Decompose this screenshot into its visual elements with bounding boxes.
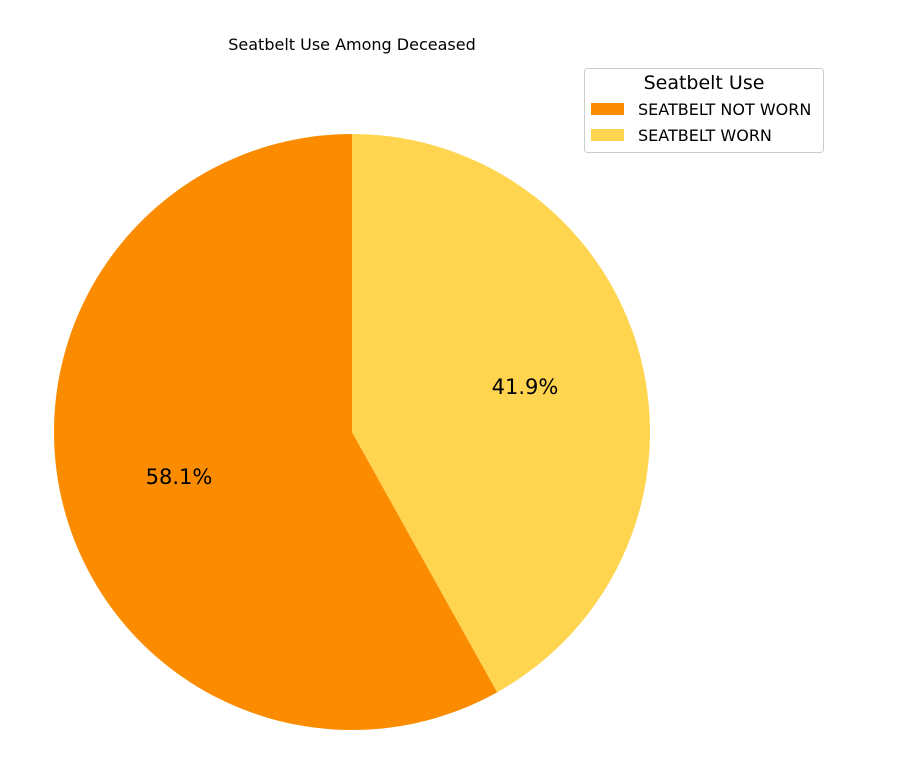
- legend: Seatbelt Use SEATBELT NOT WORN SEATBELT W…: [584, 68, 824, 153]
- legend-item: SEATBELT WORN: [591, 126, 772, 145]
- legend-frame: [584, 68, 824, 153]
- pie-slices: [53, 134, 650, 731]
- chart-title: Seatbelt Use Among Deceased: [228, 35, 476, 54]
- pie-slice-seatbelt-worn: [352, 134, 650, 693]
- slice-percent-label: 41.9%: [492, 375, 559, 399]
- legend-label: SEATBELT NOT WORN: [638, 100, 811, 119]
- slice-percent-label: 58.1%: [146, 465, 213, 489]
- legend-title: Seatbelt Use: [644, 72, 765, 94]
- pie-slice-labels: 58.1% 41.9%: [146, 375, 559, 489]
- pie-slice-seatbelt-not-worn: [53, 134, 498, 731]
- legend-items: SEATBELT NOT WORN SEATBELT WORN: [591, 100, 811, 145]
- legend-swatch: [591, 103, 624, 115]
- legend-item: SEATBELT NOT WORN: [591, 100, 811, 119]
- legend-swatch: [591, 129, 624, 141]
- legend-label: SEATBELT WORN: [638, 126, 772, 145]
